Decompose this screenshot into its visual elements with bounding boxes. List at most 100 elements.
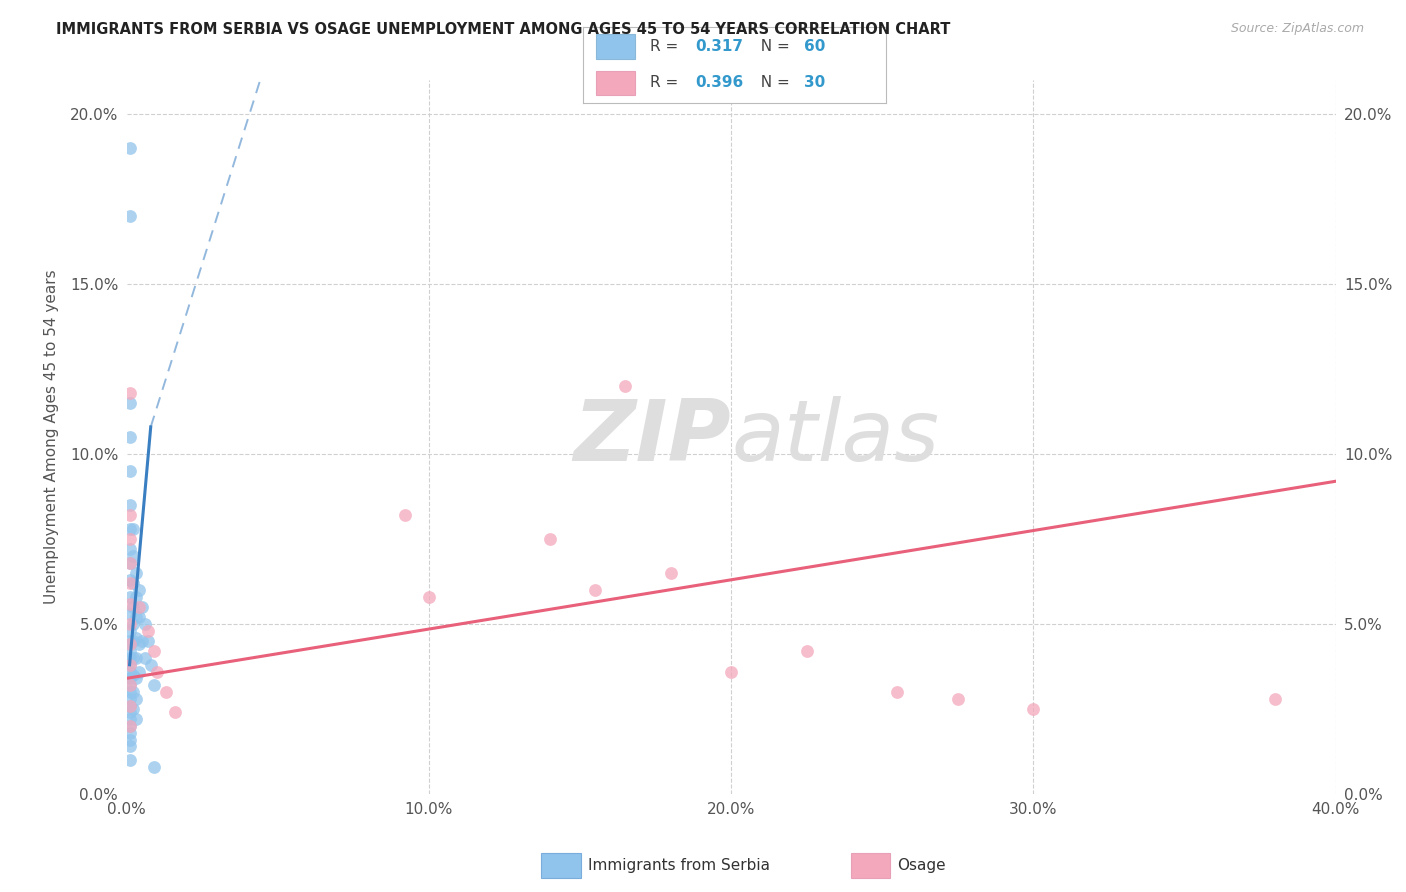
Point [118,396,141,410]
Point [118,607,141,621]
Point [583,582,606,597]
Text: R =: R = [650,75,683,90]
Point [118,576,141,591]
Point [796,644,818,658]
Y-axis label: Unemployment Among Ages 45 to 54 years: Unemployment Among Ages 45 to 54 years [44,269,59,605]
Point [128,599,150,614]
Point [418,590,440,604]
Point [118,573,141,587]
Point [394,508,416,523]
Point [118,657,141,672]
Point [124,671,146,685]
Point [128,665,150,679]
Point [118,637,141,651]
Text: atlas: atlas [731,395,939,479]
Bar [851,853,890,878]
Point [163,706,186,720]
Point [121,651,143,665]
Point [146,665,169,679]
Point [118,725,141,739]
Point [136,634,159,648]
Point [720,665,742,679]
Point [121,685,143,699]
Point [538,532,561,546]
Point [118,385,141,400]
Point [118,532,141,546]
Point [121,522,143,536]
Text: 0.396: 0.396 [696,75,744,90]
Point [118,739,141,754]
Point [121,617,143,632]
Point [121,549,143,563]
Point [118,657,141,672]
Point [124,590,146,604]
Point [124,651,146,665]
Point [1022,702,1045,716]
Point [128,637,150,651]
Text: 60: 60 [804,39,825,54]
Text: Osage: Osage [897,858,946,872]
Point [118,624,141,638]
Point [118,698,141,713]
Text: 30: 30 [804,75,825,90]
Text: R =: R = [650,39,683,54]
Bar [596,35,636,59]
Point [118,522,141,536]
Point [118,753,141,767]
Point [124,566,146,580]
Point [118,590,141,604]
Point [118,617,141,632]
Point [118,685,141,699]
Text: ZIP: ZIP [574,395,731,479]
Point [139,657,162,672]
Point [118,542,141,557]
Point [118,597,141,611]
Text: 0.317: 0.317 [696,39,744,54]
Point [118,209,141,223]
Point [142,760,165,774]
Point [118,691,141,706]
Point [118,644,141,658]
Bar [541,853,581,878]
Point [118,678,141,692]
Text: IMMIGRANTS FROM SERBIA VS OSAGE UNEMPLOYMENT AMONG AGES 45 TO 54 YEARS CORRELATI: IMMIGRANTS FROM SERBIA VS OSAGE UNEMPLOY… [56,22,950,37]
Point [118,678,141,692]
Point [118,430,141,444]
Point [121,634,143,648]
Text: N =: N = [751,75,794,90]
Point [121,599,143,614]
Point [131,634,153,648]
Bar [596,70,636,95]
Point [1264,691,1286,706]
Point [118,665,141,679]
Point [124,712,146,726]
Point [131,599,153,614]
Point [121,576,143,591]
Point [142,678,165,692]
Point [118,732,141,747]
Point [659,566,682,580]
Point [134,617,156,632]
Point [136,624,159,638]
Point [118,698,141,713]
Point [118,464,141,478]
Point [121,668,143,682]
Point [121,702,143,716]
Point [614,379,637,393]
Point [134,651,156,665]
Text: Immigrants from Serbia: Immigrants from Serbia [588,858,769,872]
Point [118,719,141,733]
Point [128,582,150,597]
Point [118,712,141,726]
Point [118,651,141,665]
Point [118,556,141,570]
Point [124,691,146,706]
Point [128,610,150,624]
Point [118,706,141,720]
Point [118,508,141,523]
Point [124,631,146,645]
Point [118,141,141,155]
Point [118,671,141,685]
Text: Source: ZipAtlas.com: Source: ZipAtlas.com [1230,22,1364,36]
Point [118,556,141,570]
